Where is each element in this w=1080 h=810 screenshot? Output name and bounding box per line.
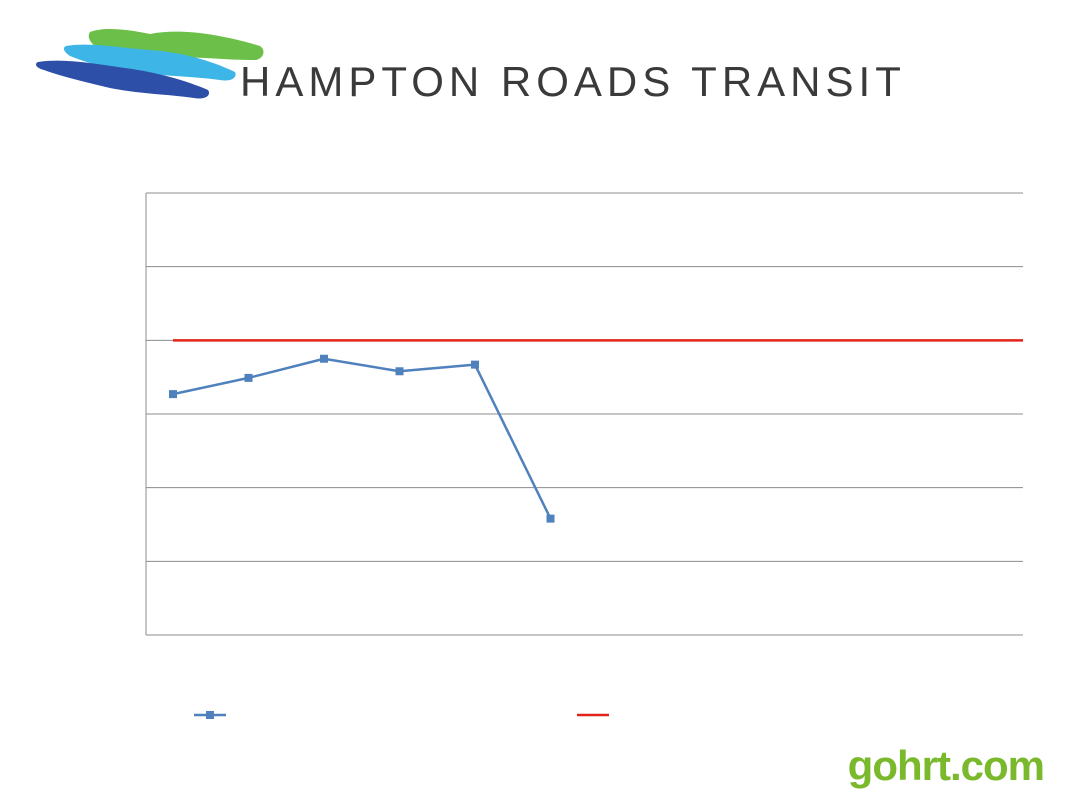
legend-series-marker	[206, 711, 214, 719]
data-point	[395, 367, 404, 376]
data-point	[320, 354, 328, 363]
website-url[interactable]: gohrt.com	[847, 742, 1045, 789]
data-point	[471, 360, 479, 369]
data-point	[546, 514, 555, 523]
hrt-logo-icon	[36, 28, 264, 99]
brand-title: HAMPTON ROADS TRANSIT	[240, 58, 906, 105]
logo-cyan-wave	[63, 44, 236, 81]
series-line	[172, 357, 552, 520]
data-point	[169, 390, 177, 399]
data-point	[244, 373, 253, 382]
logo-blue-wave	[36, 60, 210, 99]
